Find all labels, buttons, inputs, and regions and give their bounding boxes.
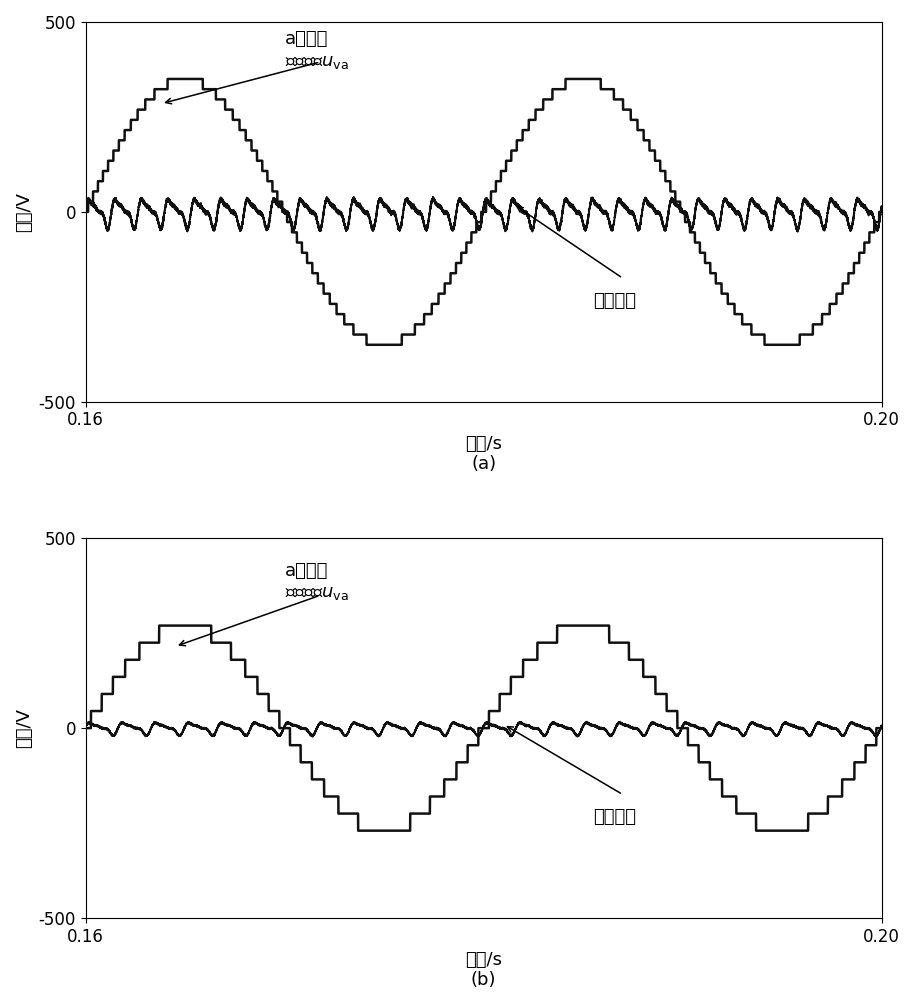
Text: 共模电压: 共模电压 xyxy=(593,292,636,310)
Text: (b): (b) xyxy=(471,971,496,989)
X-axis label: 时间/s: 时间/s xyxy=(465,435,502,453)
X-axis label: 时间/s: 时间/s xyxy=(465,951,502,969)
Text: (a): (a) xyxy=(471,455,496,473)
Text: a相中点: a相中点 xyxy=(285,30,328,48)
Text: 输出电压$u_\mathrm{va}$: 输出电压$u_\mathrm{va}$ xyxy=(285,53,349,71)
Text: 共模电压: 共模电压 xyxy=(593,808,636,826)
Y-axis label: 电压/V: 电压/V xyxy=(15,192,33,232)
Text: a相中点: a相中点 xyxy=(285,562,328,580)
Text: 输出电压$u_\mathrm{va}$: 输出电压$u_\mathrm{va}$ xyxy=(285,584,349,602)
Y-axis label: 电压/V: 电压/V xyxy=(15,708,33,748)
